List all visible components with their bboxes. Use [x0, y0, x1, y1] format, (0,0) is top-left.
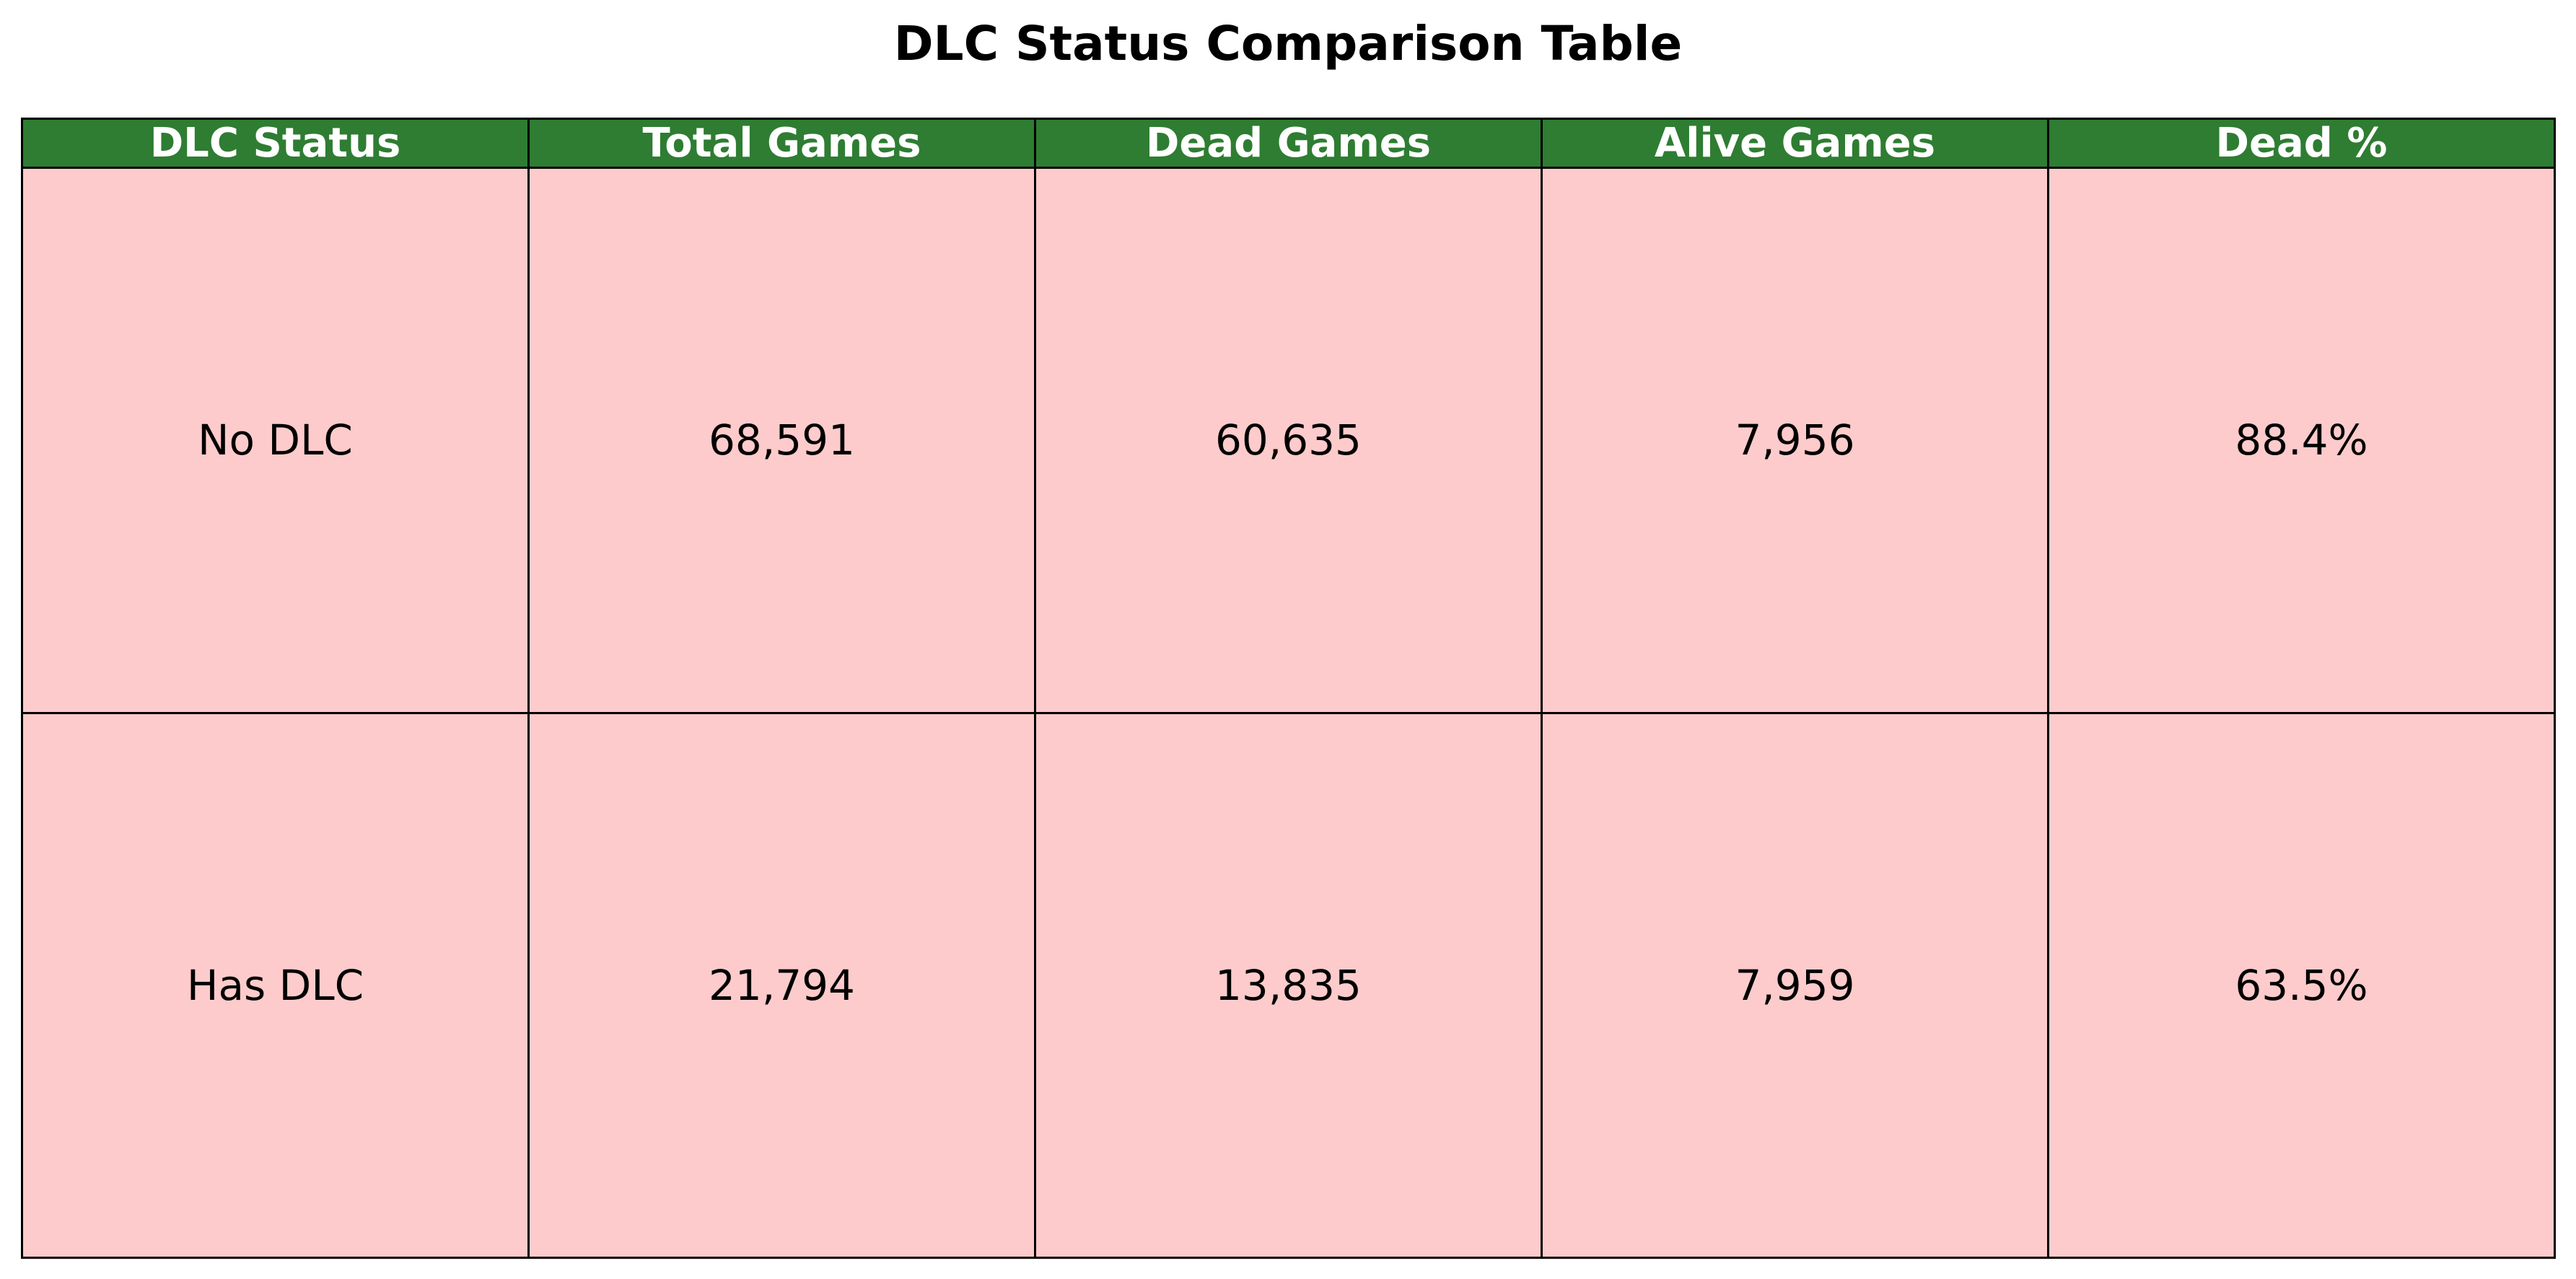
- header-cell-dlc-status: DLC Status: [21, 118, 530, 169]
- table-row: Has DLC 21,794 13,835 7,959 63.5%: [21, 711, 2556, 1259]
- header-cell-total-games: Total Games: [527, 118, 1036, 169]
- table-cell: 7,959: [1541, 711, 2049, 1259]
- table-cell: 7,956: [1541, 167, 2049, 714]
- table-cell: 88.4%: [2047, 167, 2556, 714]
- header-cell-alive-games: Alive Games: [1541, 118, 2049, 169]
- table-cell: 68,591: [527, 167, 1036, 714]
- table-cell: 21,794: [527, 711, 1036, 1259]
- table-cell: 63.5%: [2047, 711, 2556, 1259]
- header-row: DLC Status Total Games Dead Games Alive …: [21, 118, 2556, 169]
- table-cell: 13,835: [1034, 711, 1543, 1259]
- table-cell: Has DLC: [21, 711, 530, 1259]
- table-cell: 60,635: [1034, 167, 1543, 714]
- comparison-table: DLC Status Total Games Dead Games Alive …: [21, 118, 2556, 1259]
- header-cell-dead-games: Dead Games: [1034, 118, 1543, 169]
- table-cell: No DLC: [21, 167, 530, 714]
- chart-title: DLC Status Comparison Table: [893, 16, 1683, 71]
- header-cell-dead-percent: Dead %: [2047, 118, 2556, 169]
- table-row: No DLC 68,591 60,635 7,956 88.4%: [21, 167, 2556, 714]
